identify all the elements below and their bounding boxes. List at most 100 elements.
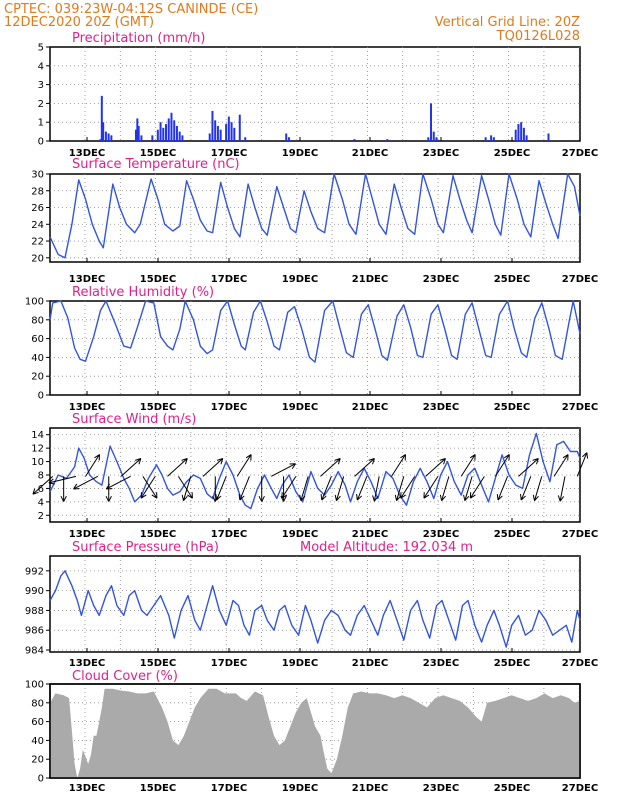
x-tick-label: 17DEC <box>211 529 247 540</box>
wind-arrow-shaft <box>271 463 296 477</box>
wind-arrow-shaft <box>373 476 380 502</box>
wind-arrow <box>391 454 406 477</box>
x-tick-label: 13DEC <box>69 658 105 669</box>
precip-bar <box>233 127 236 141</box>
wind-arrow-shaft <box>182 476 192 501</box>
x-tick-label: 15DEC <box>140 658 176 669</box>
x-tick-label: 17DEC <box>211 402 247 413</box>
wind-arrow-head <box>299 494 302 501</box>
panel-2: 0 20 40 60 80 100 13DEC 15DEC 17DEC 19DEC 21DEC 23D… <box>25 285 598 413</box>
x-tick-label: 15DEC <box>140 148 176 159</box>
wind-arrow-head <box>504 454 510 459</box>
wind-arrow <box>202 458 224 477</box>
wind-arrow-shaft <box>464 476 473 501</box>
x-tick-label: 27DEC <box>562 529 598 540</box>
precip-bar <box>353 139 356 141</box>
wind-arrow-shaft <box>73 475 99 490</box>
y-tick-label: 40 <box>31 353 44 364</box>
x-tick-label: 15DEC <box>140 274 176 285</box>
wind-arrow-head <box>105 495 110 502</box>
precip-bar <box>162 127 165 141</box>
header-grid-line: Vertical Grid Line: 20Z <box>435 15 580 30</box>
precip-bar <box>514 129 517 141</box>
precip-bar <box>227 116 230 141</box>
wind-arrow <box>557 476 566 502</box>
x-tick-label: 25DEC <box>494 783 530 794</box>
panel-title: Surface Pressure (hPa) <box>72 540 219 555</box>
wind-arrow-shaft <box>177 476 193 499</box>
precip-bar <box>225 124 228 141</box>
y-tick-label: 12 <box>31 444 44 455</box>
panel-0: 0 1 2 3 4 5 13DEC 15DEC 17DEC 19DEC 21DEC 23DEC 25DE… <box>38 31 599 159</box>
x-tick-label: 23DEC <box>423 783 459 794</box>
panel-title: Surface Temperature (nC) <box>72 157 240 172</box>
plot-frame <box>49 300 581 396</box>
panel-3: 2 4 6 8 10 12 14 13DEC 15DEC 17DEC 19DEC 21DEC 23DEC… <box>31 412 598 540</box>
wind-arrow-shaft <box>469 476 485 499</box>
x-tick-label: 15DEC <box>140 783 176 794</box>
wind-arrow-head <box>32 491 39 495</box>
wind-arrow <box>372 476 380 502</box>
wind-arrow <box>32 475 54 495</box>
wind-arrow-head <box>470 494 476 499</box>
y-tick-label: 28 <box>31 186 44 197</box>
wind-arrow-head <box>439 494 443 501</box>
precip-bar <box>522 127 525 141</box>
header: CPTEC: 039:23W-04:12S CANINDE (CE) 12DEC… <box>4 2 580 44</box>
precip-bar <box>104 131 107 141</box>
wind-arrow-head <box>586 452 589 459</box>
wind-arrow-shaft <box>236 454 252 477</box>
precip-bar <box>238 114 241 141</box>
wind-arrow-shaft <box>281 476 297 499</box>
wind-arrow <box>425 458 446 477</box>
precip-bar <box>435 137 438 141</box>
wind-arrow-head <box>469 454 476 459</box>
series-line <box>49 173 581 259</box>
wind-arrow-shaft <box>534 476 543 501</box>
wind-arrow-shaft <box>216 476 227 501</box>
precip-bar <box>140 135 143 141</box>
wind-arrow-shaft <box>48 475 77 484</box>
x-tick-label: 21DEC <box>352 529 388 540</box>
wind-arrow-head <box>557 495 561 502</box>
precip-bar <box>216 125 219 141</box>
panel-title: Precipitation (mm/h) <box>72 31 205 46</box>
precip-bar <box>167 118 170 141</box>
x-tick-label: 25DEC <box>494 274 530 285</box>
wind-arrow <box>320 476 332 501</box>
x-tick-label: 21DEC <box>352 783 388 794</box>
wind-arrow-shaft <box>576 452 588 477</box>
wind-arrow <box>423 476 439 499</box>
wind-arrow-shaft <box>239 476 250 501</box>
wind-arrow-head <box>151 494 158 499</box>
wind-arrow-head <box>532 458 539 461</box>
wind-arrow-head <box>48 478 54 484</box>
y-tick-label: 60 <box>31 334 44 345</box>
y-tick-label: 992 <box>25 566 44 577</box>
plot-frame <box>49 46 581 142</box>
wind-arrow-shaft <box>460 454 476 477</box>
y-tick-label: 0 <box>38 774 44 785</box>
wind-arrow-head <box>497 495 503 501</box>
wind-arrow-head <box>138 458 142 465</box>
y-tick-label: 10 <box>31 457 44 468</box>
wind-arrow-head <box>134 458 141 461</box>
wind-arrow-head <box>63 495 67 502</box>
wind-arrow-head <box>443 458 446 465</box>
x-tick-label: 21DEC <box>352 148 388 159</box>
wind-arrow-head <box>321 495 327 501</box>
panel-5: 0 20 40 60 80 100 13DEC 15DEC 17DEC 19DEC 21DEC 23D… <box>25 669 598 794</box>
wind-arrow-head <box>215 494 218 501</box>
y-tick-label: 4 <box>38 61 44 72</box>
wind-arrow-shaft <box>85 454 100 477</box>
y-tick-label: 24 <box>31 220 44 231</box>
wind-arrow-head <box>73 483 78 490</box>
wind-arrow-head <box>181 458 188 461</box>
wind-arrow-head <box>187 494 193 499</box>
x-tick-label: 23DEC <box>423 529 459 540</box>
wind-arrow-shaft <box>142 476 158 499</box>
x-tick-label: 19DEC <box>282 148 318 159</box>
wind-arrow-head <box>373 496 379 502</box>
x-tick-label: 23DEC <box>423 658 459 669</box>
wind-arrow <box>460 454 476 477</box>
